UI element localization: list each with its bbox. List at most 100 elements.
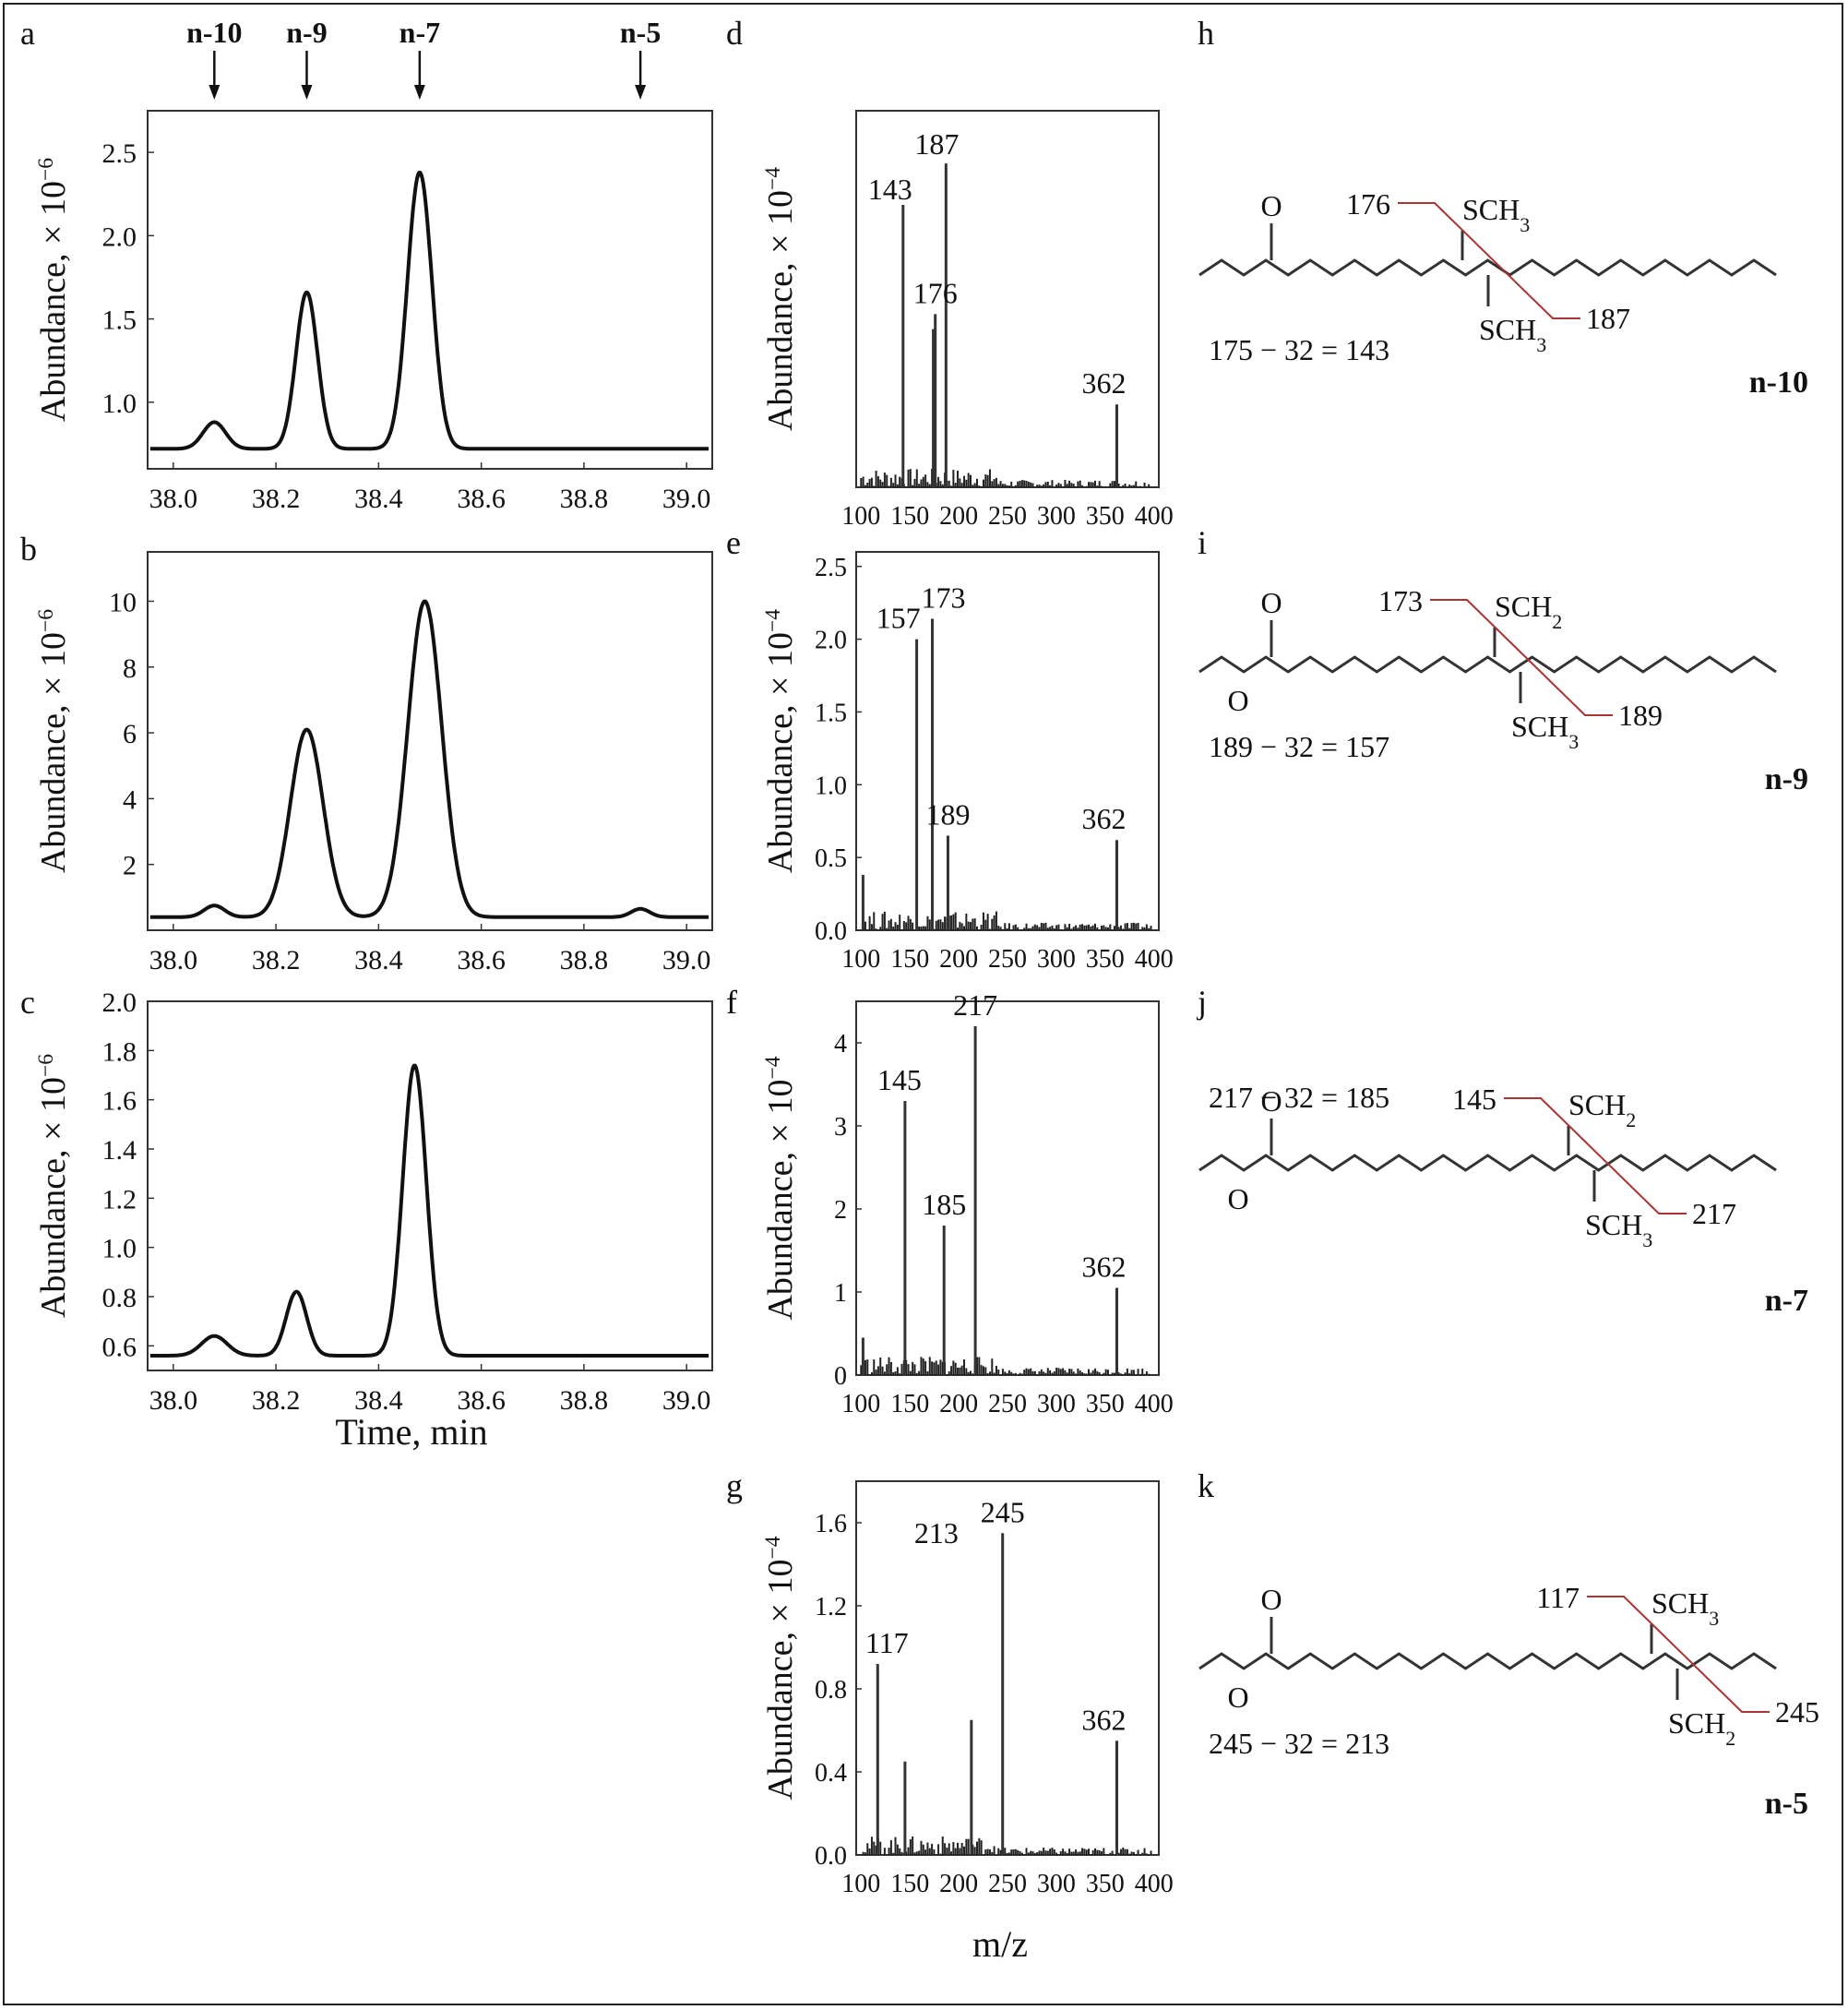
chromatogram-c: 0.6 0.8 1.0 1.2 1.4 1.6 1.8 2.0 38.0 38.2 38.4 38.6… <box>102 987 713 1453</box>
carbonyl-oxygen: O <box>1260 1583 1282 1616</box>
y-tick-label: 2.0 <box>102 987 137 1018</box>
x-tick-label: 150 <box>890 1870 929 1898</box>
fragment-label-187: 187 <box>1586 302 1630 335</box>
x-tick-label: 38.8 <box>560 484 609 514</box>
x-tick-label: 150 <box>890 1390 929 1418</box>
fragment-label-176: 176 <box>1346 187 1390 221</box>
lower-sulfur-group: SCH3 <box>1585 1208 1652 1251</box>
y-tick-label: 0.8 <box>102 1283 137 1313</box>
y-tick-label: 3 <box>834 1113 847 1142</box>
x-tick-label: 38.4 <box>354 484 403 514</box>
panel-label-e: e <box>726 524 741 561</box>
fragment-equation: 245 − 32 = 213 <box>1209 1727 1389 1760</box>
x-tick-label: 150 <box>890 502 929 531</box>
peak-label-362: 362 <box>1082 802 1127 835</box>
chromatogram-trace <box>149 171 709 451</box>
x-tick-label: 38.2 <box>252 945 301 975</box>
x-tick-label: 38.0 <box>149 1385 198 1416</box>
peak-label-245: 245 <box>981 1495 1025 1528</box>
lower-sulfur-group: SCH2 <box>1668 1706 1735 1750</box>
plot-frame-a <box>147 110 713 470</box>
y-tick-label: 1.0 <box>102 389 137 419</box>
y-tick-label: 0.0 <box>815 1842 847 1871</box>
x-tick-label: 250 <box>988 1870 1027 1898</box>
y-tick-label: 1.8 <box>102 1036 137 1067</box>
x-tick-label: 300 <box>1037 945 1076 974</box>
carbon-chain <box>1198 258 1777 277</box>
fragment-label-117: 117 <box>1536 1581 1580 1614</box>
peak-marker-arrowhead <box>209 85 221 100</box>
fragment-label-189: 189 <box>1618 699 1663 732</box>
x-tick-label: 100 <box>841 502 880 531</box>
carbon-chain <box>1198 1154 1777 1172</box>
y-axis-label-c: Abundance, × 10−6 <box>34 1054 73 1318</box>
y-axis-label-a: Abundance, × 10−6 <box>34 158 73 422</box>
spectrum-f: 0 1 2 3 4 100 150 200 250 300 350 400 145 217 185 362 <box>834 988 1174 1418</box>
y-axis-label-b: Abundance, × 10−6 <box>34 609 73 873</box>
ester-oxygen: O <box>1227 1182 1248 1215</box>
x-axis-label-mz: m/z <box>972 1923 1028 1965</box>
y-axis-label-f: Abundance, × 10−4 <box>761 1056 800 1320</box>
y-tick-label: 0.6 <box>102 1332 137 1362</box>
x-tick-label: 300 <box>1037 1870 1076 1898</box>
panel-label-j: j <box>1196 984 1207 1021</box>
peak-marker-label: n-5 <box>620 16 661 49</box>
carbonyl-oxygen: O <box>1260 1084 1282 1118</box>
plot-frame-d <box>855 110 1160 488</box>
plot-frame-b <box>147 551 713 931</box>
x-tick-label: 400 <box>1135 1390 1174 1418</box>
y-axis-label-g: Abundance, × 10−4 <box>761 1536 800 1800</box>
peak-label-145: 145 <box>877 1063 922 1096</box>
x-tick-label: 200 <box>939 1390 978 1418</box>
y-tick-label: 1.6 <box>102 1086 137 1117</box>
fragment-equation: 217 − 32 = 185 <box>1209 1081 1389 1114</box>
peak-label-362: 362 <box>1082 1250 1127 1284</box>
carbonyl-oxygen: O <box>1260 189 1282 222</box>
y-tick-label: 0 <box>834 1362 847 1391</box>
panel-label-f: f <box>726 984 737 1021</box>
y-tick-label: 1.6 <box>815 1510 847 1538</box>
y-tick-label: 4 <box>123 784 137 815</box>
x-tick-label: 38.6 <box>457 484 506 514</box>
spectrum-e: 0.0 0.5 1.0 1.5 2.0 2.5 100 150 200 250 300 350 400 1… <box>815 551 1174 974</box>
peak-label-157: 157 <box>876 602 921 635</box>
peak-label-362: 362 <box>1082 1703 1127 1736</box>
x-tick-label: 350 <box>1086 502 1125 531</box>
figure-frame <box>3 3 1843 2005</box>
panel-label-h: h <box>1198 15 1214 52</box>
y-tick-label: 4 <box>834 1030 847 1059</box>
y-tick-label: 2 <box>834 1196 847 1225</box>
x-tick-label: 38.8 <box>560 945 609 975</box>
x-tick-label: 300 <box>1037 502 1076 531</box>
peak-label-185: 185 <box>922 1188 966 1221</box>
x-tick-label: 38.0 <box>149 945 198 975</box>
carbon-chain <box>1198 1652 1777 1670</box>
peak-label-176: 176 <box>913 276 958 309</box>
fragment-label-217: 217 <box>1692 1197 1736 1230</box>
panel-label-g: g <box>726 1467 743 1504</box>
x-tick-label: 39.0 <box>662 945 711 975</box>
y-tick-label: 1.2 <box>815 1593 847 1621</box>
panel-label-c: c <box>20 984 35 1021</box>
y-tick-label: 2.5 <box>102 138 137 169</box>
upper-sulfur-group: SCH3 <box>1462 193 1530 236</box>
x-tick-label: 250 <box>988 502 1027 531</box>
cleavage-line-1 <box>1587 1596 1770 1713</box>
ester-oxygen: O <box>1227 684 1248 717</box>
x-tick-label: 100 <box>841 945 880 974</box>
y-tick-label: 2.5 <box>815 554 847 582</box>
peak-marker-arrowhead <box>301 85 313 100</box>
y-tick-label: 0.8 <box>815 1676 847 1705</box>
isomer-name-n-9: n-9 <box>1765 762 1808 796</box>
peak-marker-label: n-9 <box>286 16 327 49</box>
x-tick-label: 38.0 <box>149 484 198 514</box>
x-tick-label: 400 <box>1135 945 1174 974</box>
cleavage-line-1 <box>1504 1097 1687 1214</box>
x-tick-label: 100 <box>841 1390 880 1418</box>
upper-sulfur-group: SCH2 <box>1495 590 1562 633</box>
cleavage-line-1 <box>1430 599 1613 716</box>
chromatogram-b: 2 4 6 8 10 38.0 38.2 38.4 38.6 38.8 39.0 <box>109 551 713 975</box>
x-tick-label: 38.8 <box>560 1385 609 1416</box>
lower-sulfur-group: SCH3 <box>1511 710 1579 753</box>
